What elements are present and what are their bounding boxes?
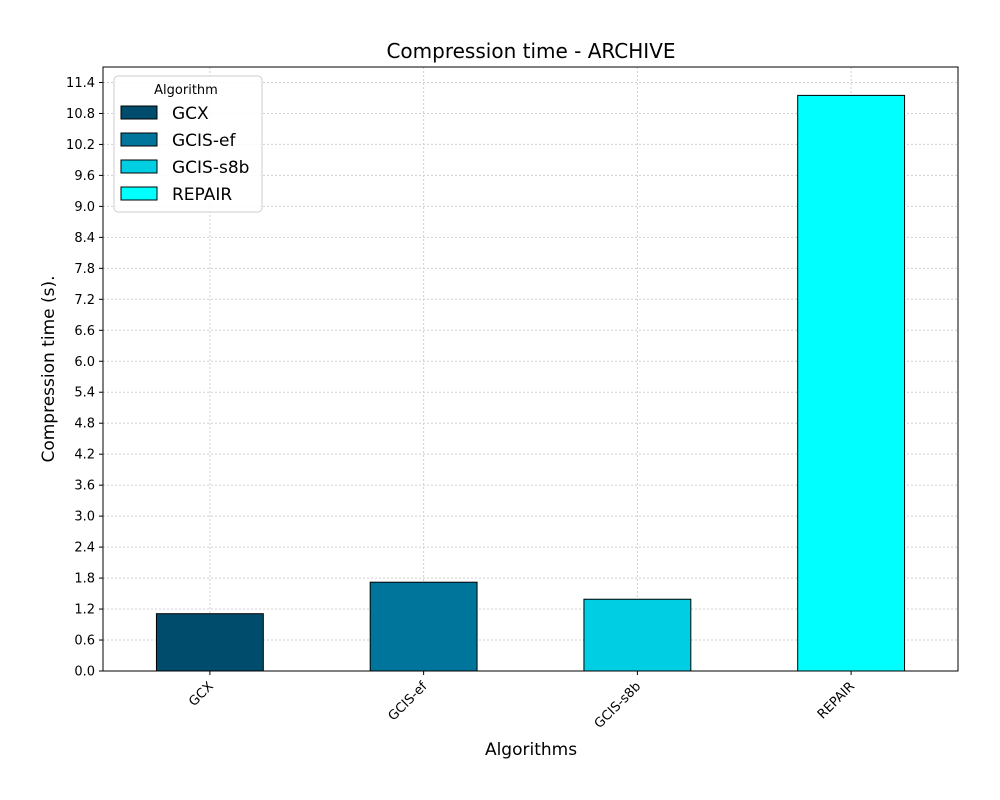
legend-label: GCX: [172, 104, 209, 124]
y-tick-label: 6.6: [74, 324, 95, 339]
y-tick-label: 2.4: [74, 541, 95, 556]
y-tick-label: 0.6: [74, 634, 95, 649]
x-axis-label: Algorithms: [485, 740, 577, 760]
legend-swatch: [120, 159, 158, 174]
y-axis-ticks: 0.0 0.6 1.2 1.8 2.4 3.0 3.6 4.2 4.8 5.4 6.0 6.6 7.2 7…: [66, 76, 103, 680]
y-tick-label: 6.0: [74, 355, 95, 370]
y-tick-label: 7.2: [74, 293, 95, 308]
y-tick-label: 11.4: [66, 76, 95, 91]
legend-swatch: [120, 132, 158, 147]
y-tick-label: 9.0: [74, 200, 95, 215]
y-tick-label: 8.4: [74, 231, 95, 246]
y-tick-label: 1.8: [74, 572, 95, 587]
bar-gcis-s8b: [583, 598, 692, 672]
y-tick-label: 4.8: [74, 417, 95, 432]
chart-title: Compression time - ARCHIVE: [386, 39, 675, 63]
legend-title: Algorithm: [154, 83, 218, 98]
legend-label: GCIS-s8b: [172, 158, 249, 178]
legend-label: REPAIR: [172, 185, 232, 205]
legend: Algorithm GCX GCIS-ef GCIS-s8b REPAIR: [113, 75, 263, 213]
legend-entries: GCX GCIS-ef GCIS-s8b REPAIR: [120, 104, 249, 205]
y-tick-label: 3.6: [74, 479, 95, 494]
y-tick-label: 5.4: [74, 386, 95, 401]
y-tick-label: 4.2: [74, 448, 95, 463]
y-tick-label: 9.6: [74, 169, 95, 184]
y-tick-label: 0.0: [74, 665, 95, 680]
legend-swatch: [120, 105, 158, 120]
bar-repair: [797, 94, 906, 672]
y-tick-label: 1.2: [74, 603, 95, 618]
bar-gcx: [155, 613, 264, 672]
legend-label: GCIS-ef: [172, 131, 236, 151]
axes: [102, 66, 959, 672]
bar-gcis-ef: [369, 581, 478, 672]
y-tick-label: 7.8: [74, 262, 95, 277]
y-tick-label: 10.2: [66, 138, 95, 153]
bars: [155, 94, 906, 672]
y-tick-label: 3.0: [74, 510, 95, 525]
y-tick-label: 10.8: [66, 107, 95, 122]
y-axis-label: Compression time (s).: [39, 275, 59, 462]
plot-frame: [102, 66, 959, 672]
legend-swatch: [120, 186, 158, 201]
